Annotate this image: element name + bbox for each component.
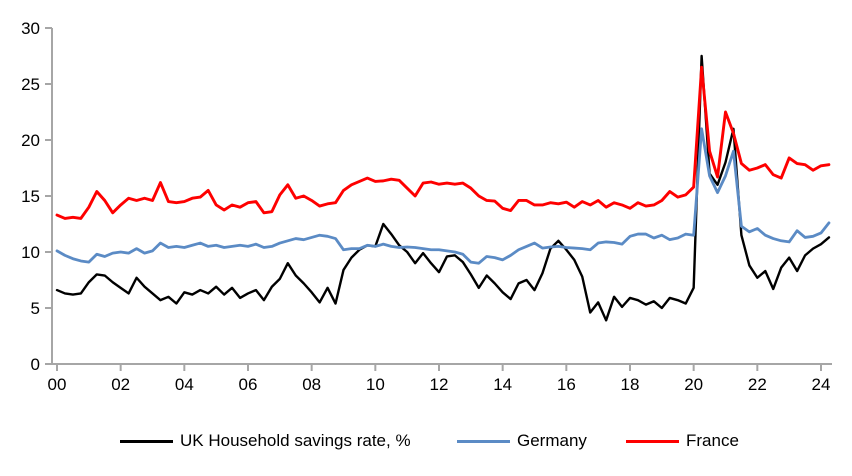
legend-item-germany: Germany <box>457 430 587 452</box>
x-axis-tick-label: 10 <box>366 375 385 394</box>
legend-label-uk: UK Household savings rate, % <box>180 431 411 450</box>
france-line-swatch <box>626 439 679 443</box>
y-axis-tick-label: 10 <box>21 243 40 262</box>
x-axis-tick-label: 04 <box>175 375 194 394</box>
y-axis-tick-label: 20 <box>21 131 40 150</box>
x-axis-tick-label: 00 <box>48 375 67 394</box>
germany-line-swatch <box>457 439 510 443</box>
legend-label-france: France <box>686 431 739 450</box>
y-axis-tick-label: 15 <box>21 187 40 206</box>
x-axis-tick-label: 24 <box>812 375 831 394</box>
france-series-line <box>55 65 831 220</box>
x-axis-tick-label: 18 <box>621 375 640 394</box>
germany-series-line <box>55 127 831 265</box>
x-axis-tick-label: 14 <box>493 375 512 394</box>
x-axis-tick-label: 08 <box>302 375 321 394</box>
legend-label-germany: Germany <box>517 431 587 450</box>
y-axis-tick-label: 30 <box>21 19 40 38</box>
legend-item-france: France <box>626 430 739 452</box>
uk-line-swatch <box>120 439 173 443</box>
y-axis-tick-label: 25 <box>21 75 40 94</box>
legend-item-uk: UK Household savings rate, % <box>120 430 411 452</box>
uk-series-line <box>55 54 831 322</box>
x-axis-tick-label: 12 <box>430 375 449 394</box>
x-axis-tick-label: 02 <box>111 375 130 394</box>
x-axis-tick-label: 22 <box>748 375 767 394</box>
y-axis-tick-label: 0 <box>31 355 40 374</box>
x-axis-tick-label: 20 <box>684 375 703 394</box>
x-axis-tick-label: 06 <box>239 375 258 394</box>
x-axis-tick-label: 16 <box>557 375 576 394</box>
chart-legend: UK Household savings rate, % Germany Fra… <box>0 430 852 452</box>
y-axis-tick-label: 5 <box>31 299 40 318</box>
